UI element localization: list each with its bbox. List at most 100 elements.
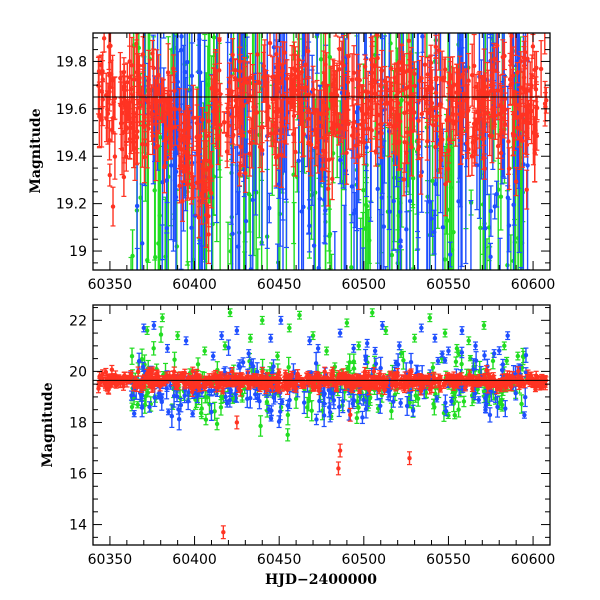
bottom-panel: 60350 60400 60450 60500 60550 60600 14 16 18 20 22… [40,304,555,588]
green-data-point [449,0,454,6]
red-data-point [117,51,123,105]
blue-data-point [233,146,239,270]
red-data-point [446,115,452,164]
blue-outlier-point [278,315,284,325]
green-data-point [400,350,406,370]
bottom-axis-ticks: 60350 60400 60450 60500 60550 60600 14 16 18 20 22 [69,305,555,568]
blue-data-point [459,346,465,359]
blue-data-point [190,410,196,418]
red-outlier-point [347,407,353,422]
red-data-point [441,58,447,97]
blue-data-point [136,352,142,370]
red-data-point [118,97,124,150]
red-data-point [424,121,430,161]
red-data-point [406,59,412,114]
green-outlier-point [427,313,433,323]
blue-data-point [270,359,276,374]
red-data-point [124,376,130,388]
blue-data-point [226,339,232,356]
green-outlier-point [515,351,521,361]
red-data-point [533,374,539,381]
red-data-point [410,94,416,131]
green-data-point [348,214,354,270]
blue-outlier-point [459,326,465,335]
green-outlier-point [369,308,375,318]
red-data-point [431,371,437,382]
red-data-point [500,39,506,75]
red-data-point [451,67,457,102]
blue-outlier-point [418,323,424,333]
blue-data-point [277,402,283,421]
bottom-x-axis-label: HJD−2400000 [265,572,377,588]
green-outlier-point [356,341,362,351]
red-data-point [297,73,303,126]
top-plot-frame [92,32,551,271]
red-data-point [196,384,202,393]
red-data-point [194,88,200,147]
red-data-point [204,186,210,224]
red-data-point [261,383,267,391]
bottom-data-points [93,308,550,540]
red-data-point [276,368,282,376]
blue-data-point [468,200,474,270]
blue-outlier-point [337,328,343,338]
red-data-point [482,157,488,180]
red-data-point [171,373,177,381]
red-data-point [491,82,497,124]
red-outlier-point [220,525,226,540]
red-data-point [489,108,495,164]
red-data-point [201,179,207,203]
red-data-point [254,79,260,145]
red-data-point [372,65,378,122]
red-data-point [270,376,276,384]
y-tick-label: 14 [69,518,87,534]
red-data-point [340,368,346,380]
red-data-point [290,79,296,107]
red-data-point [458,118,464,144]
green-data-point [130,229,136,270]
red-data-point [495,133,501,159]
blue-data-point [147,401,153,413]
red-data-point [196,116,202,184]
red-data-point [270,79,276,120]
red-data-point [345,76,351,111]
red-data-point [182,110,188,137]
green-data-point [195,357,201,372]
red-data-point [264,74,270,113]
red-data-point [254,33,260,85]
red-data-point [121,70,127,108]
red-data-point [190,84,196,151]
red-data-point [417,59,423,102]
red-data-point [394,368,400,378]
green-data-point [151,341,157,356]
blue-data-point [140,361,146,372]
red-data-point [329,157,335,201]
y-tick-label: 19 [69,244,87,260]
red-data-point [336,370,342,381]
red-data-point [485,69,491,120]
red-data-point [369,45,375,85]
red-data-point [259,128,265,173]
blue-data-point [131,410,137,418]
red-data-point [190,366,196,376]
red-data-point [287,382,293,391]
blue-outlier-point [219,331,225,341]
red-data-point [387,370,393,377]
blue-data-point [417,33,423,35]
blue-outlier-point [246,349,252,358]
red-data-point [333,383,339,393]
red-data-point [98,374,104,380]
blue-outlier-point [445,346,451,356]
red-data-point [129,36,135,94]
red-data-point [460,62,466,87]
green-data-point [199,397,205,420]
red-data-point [322,366,328,377]
red-data-point [349,384,355,391]
blue-data-point [266,192,272,224]
red-data-point [229,367,235,376]
red-data-point [162,87,168,113]
red-data-point [513,166,519,197]
y-tick-label: 18 [69,415,87,431]
red-data-point [237,161,243,187]
red-data-point [244,61,250,104]
